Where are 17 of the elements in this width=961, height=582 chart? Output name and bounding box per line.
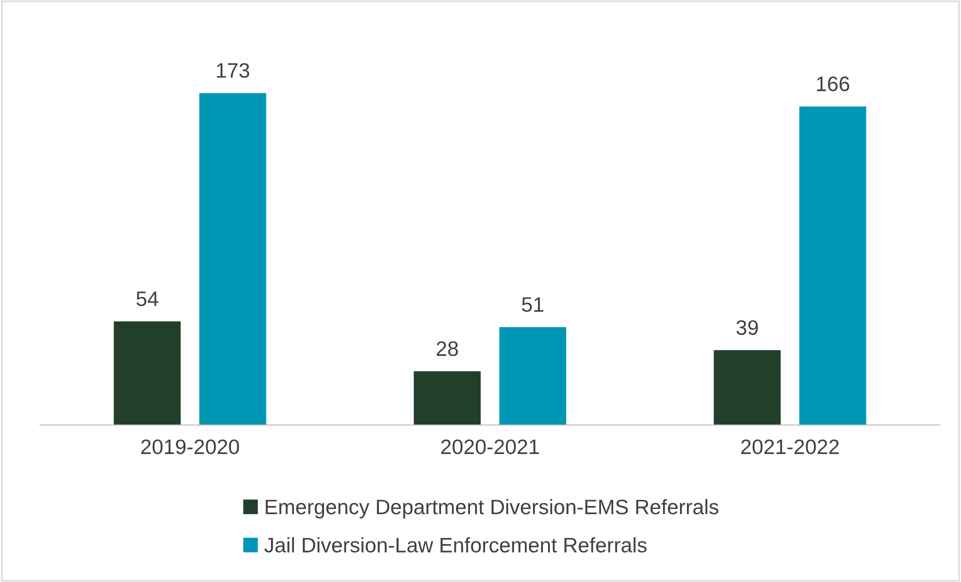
bar [499, 327, 566, 425]
bar [799, 106, 866, 425]
bar [414, 371, 481, 425]
x-tick-label: 2019-2020 [141, 439, 240, 454]
data-label: 54 [136, 292, 158, 306]
data-label: 51 [522, 297, 544, 312]
bar [114, 321, 181, 425]
x-tick-label: 2021-2022 [741, 439, 839, 454]
data-label: 39 [736, 320, 758, 335]
data-label: 173 [216, 63, 250, 78]
x-tick-label: 2020-2021 [441, 439, 539, 454]
bar [714, 350, 781, 425]
data-label: 166 [816, 76, 850, 92]
bar [199, 93, 266, 425]
legend-label: Emergency Department Diversion-EMS Referrals [266, 499, 718, 518]
data-label: 28 [436, 341, 458, 356]
legend-label: Jail Diversion-Law Enforcement Referrals [264, 537, 647, 553]
